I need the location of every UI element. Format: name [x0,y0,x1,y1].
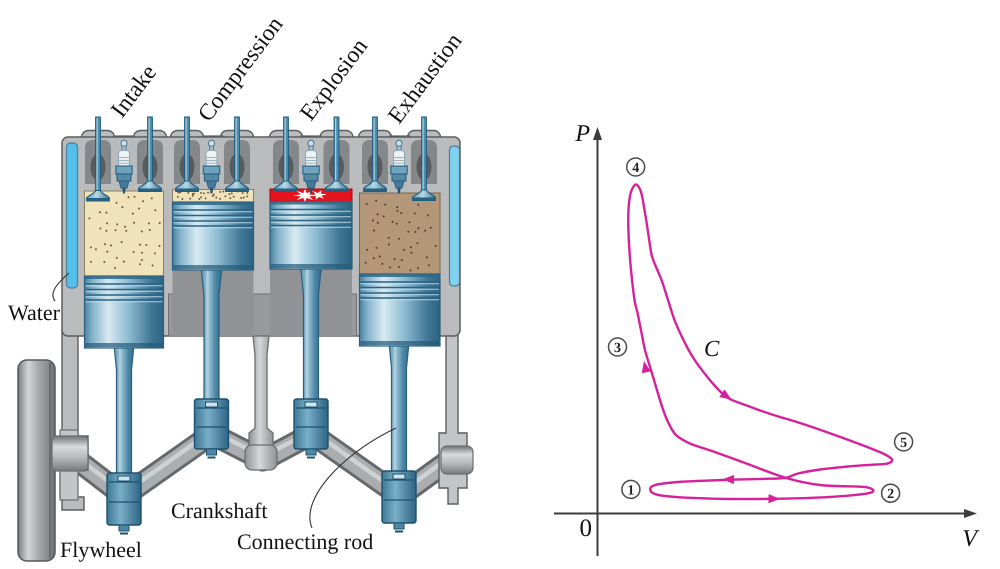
svg-text:Flywheel: Flywheel [60,537,142,562]
svg-text:C: C [704,336,720,361]
svg-text:4: 4 [632,161,639,176]
svg-text:P: P [574,121,590,147]
svg-text:2: 2 [887,487,894,502]
svg-text:Compression: Compression [193,12,289,127]
svg-text:Explosion: Explosion [295,34,373,126]
svg-text:Crankshaft: Crankshaft [171,498,268,523]
svg-text:Water: Water [8,300,61,325]
svg-text:1: 1 [627,483,634,498]
svg-text:Connecting rod: Connecting rod [237,529,373,554]
svg-text:V: V [962,526,979,552]
svg-text:0: 0 [580,515,593,542]
svg-text:5: 5 [900,436,907,451]
svg-text:Intake: Intake [106,60,162,123]
svg-text:Exhaustion: Exhaustion [383,28,468,128]
svg-text:3: 3 [614,341,621,356]
